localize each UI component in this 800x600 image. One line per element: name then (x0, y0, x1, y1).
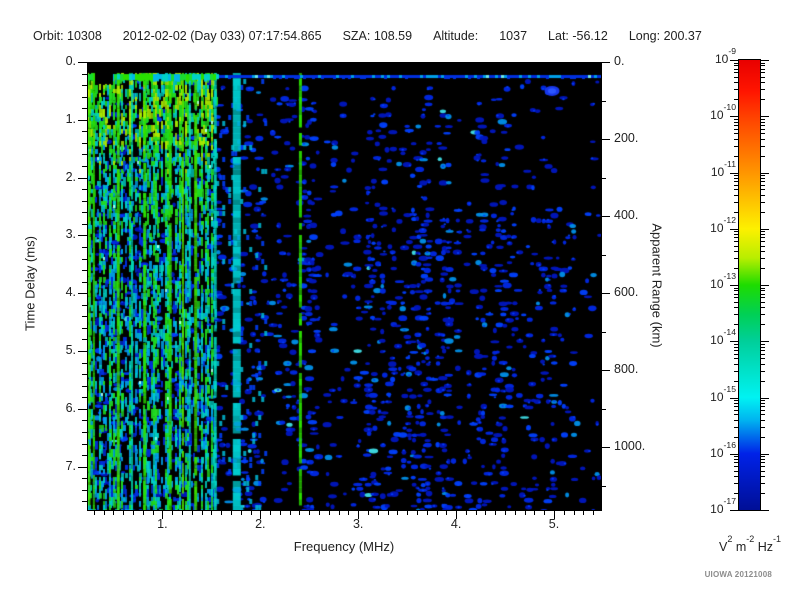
x-tick-label: 1. (157, 517, 168, 531)
header-lat: Lat: -56.12 (548, 29, 608, 43)
range-tick-label: 600. (614, 285, 639, 300)
colorbar-tick-label: 10-12 (710, 214, 736, 235)
colorbar-tick-label: 10-10 (710, 102, 736, 123)
colorbar-tick-label: 10-14 (710, 327, 736, 348)
range-tick-label: 800. (614, 362, 639, 377)
header-info: Orbit: 10308 2012-02-02 (Day 033) 07:17:… (33, 29, 702, 43)
y-tick-label: 6. (65, 400, 76, 415)
range-tick-label: 400. (614, 208, 639, 223)
colorbar-units: V2 m-2 Hz-1 (718, 534, 782, 555)
colorbar-tick-label: 10-13 (710, 271, 736, 291)
header-datetime: 2012-02-02 (Day 033) 07:17:54.865 (122, 29, 322, 43)
header-altitude-label: Altitude: (433, 29, 479, 43)
range-tick-label: 0. (614, 54, 625, 68)
range-tick-label: 200. (614, 131, 639, 146)
spectrogram-canvas (87, 62, 601, 510)
y-axis-title-right: Apparent Range (km) (649, 223, 665, 348)
y-tick-label: 5. (65, 343, 76, 358)
colorbar-tick-label: 10-16 (710, 439, 736, 460)
y-axis-title-left: Time Delay (ms) (22, 236, 38, 331)
colorbar-tick-label: 10-9 (714, 46, 736, 66)
colorbar-tick-label: 10-15 (710, 383, 736, 404)
colorbar-tick-label: 10-17 (710, 496, 736, 516)
header-long: Long: 200.37 (628, 29, 702, 43)
x-tick-label: 4. (450, 517, 462, 531)
x-tick-label: 2. (255, 517, 266, 531)
y-tick-label: 0. (65, 54, 76, 68)
y-tick-label: 3. (65, 227, 76, 242)
y-tick-label: 4. (65, 285, 76, 300)
header-altitude-value: 1037 (499, 29, 528, 43)
colorbar (738, 59, 761, 511)
range-tick-label: 1000. (614, 439, 646, 454)
watermark: UIOWA 20121008 (704, 570, 772, 579)
y-tick-label: 7. (65, 458, 76, 473)
y-tick-label: 1. (65, 111, 76, 126)
x-tick-label: 5. (548, 517, 560, 531)
colorbar-tick-label: 10-11 (710, 158, 736, 179)
x-tick-label: 3. (352, 517, 364, 531)
spectrogram-plot (87, 62, 601, 510)
header-orbit: Orbit: 10308 (33, 29, 102, 43)
x-axis-title: Frequency (MHz) (293, 539, 395, 554)
header-sza: SZA: 108.59 (342, 29, 413, 43)
y-tick-label: 2. (65, 169, 76, 184)
